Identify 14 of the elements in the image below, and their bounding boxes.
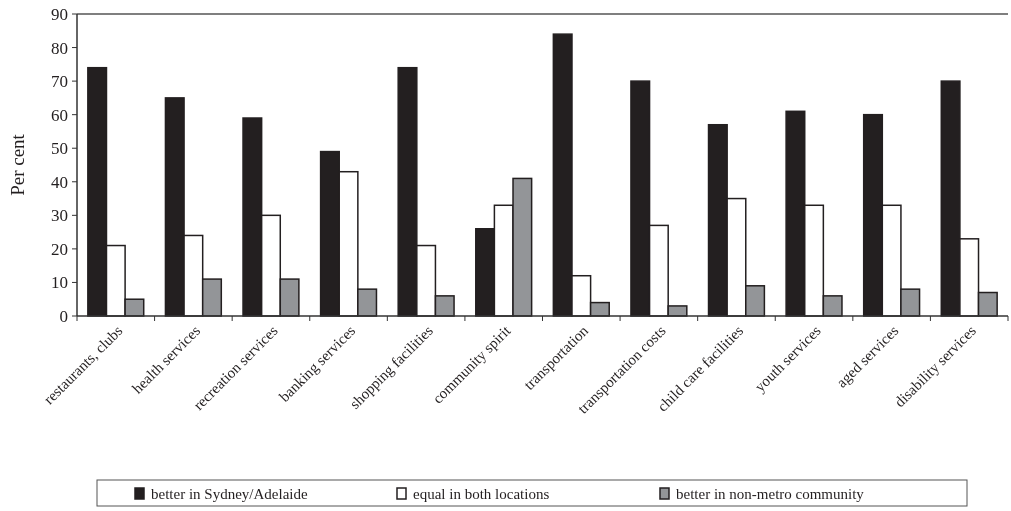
y-tick-label: 40 xyxy=(51,172,68,192)
legend-label: better in Sydney/Adelaide xyxy=(151,486,308,503)
y-tick-label: 80 xyxy=(51,38,68,58)
y-tick-label: 50 xyxy=(51,139,68,159)
y-tick-label: 70 xyxy=(51,72,68,92)
y-tick-label: 20 xyxy=(51,239,68,259)
y-tick-label: 0 xyxy=(59,306,68,326)
y-tick-label: 10 xyxy=(51,273,68,293)
y-axis-title: Per cent xyxy=(7,133,28,196)
y-tick-label: 30 xyxy=(51,206,68,226)
y-tick-label: 60 xyxy=(51,105,68,125)
legend-label: better in non-metro community xyxy=(676,486,865,503)
legend-label: equal in both locations xyxy=(413,486,550,503)
y-tick-label: 90 xyxy=(51,4,68,24)
